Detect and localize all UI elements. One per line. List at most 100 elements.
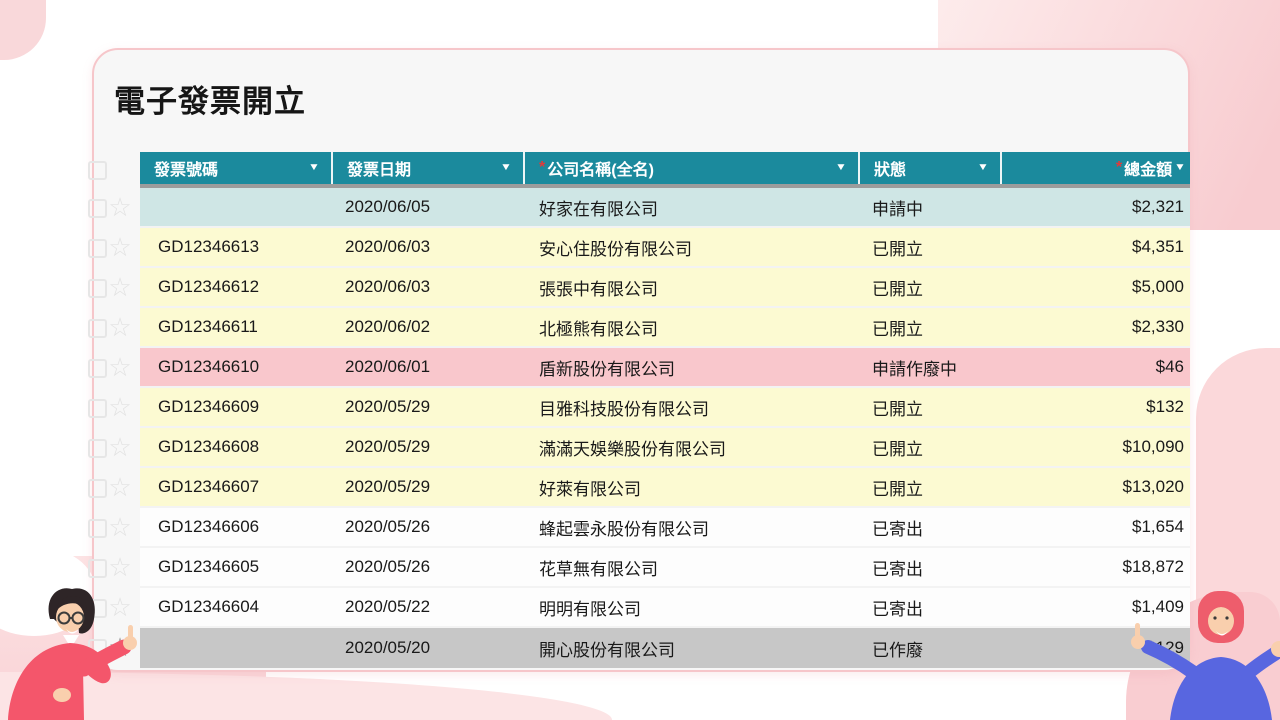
- row-checkbox[interactable]: [88, 359, 107, 378]
- cell-invoice-number: GD12346611: [158, 317, 258, 336]
- cell-company-name: 滿滿天娛樂股份有限公司: [539, 439, 726, 459]
- cell-status: 已開立: [872, 479, 923, 499]
- cell-status: 已開立: [872, 239, 923, 259]
- column-header-company-name[interactable]: * 公司名稱(全名) ▼: [525, 152, 860, 184]
- cell-total-amount: $13,020: [1122, 477, 1184, 496]
- cell-total-amount: $4,351: [1132, 237, 1184, 256]
- cell-total-amount: $1,654: [1132, 517, 1184, 536]
- table-header: 發票號碼 ▼ 發票日期 ▼ * 公司名稱(全名) ▼ 狀態 ▼ * 總金額 ▼: [140, 152, 1190, 188]
- table-row[interactable]: GD12346613 2020/06/03 安心住股份有限公司 已開立 $4,351: [140, 228, 1190, 268]
- cell-invoice-number: GD12346608: [158, 437, 260, 456]
- row-checkbox[interactable]: [88, 319, 107, 338]
- table-row[interactable]: GD12346605 2020/05/26 花草無有限公司 已寄出 $18,872: [140, 548, 1190, 588]
- column-header-invoice-date[interactable]: 發票日期 ▼: [333, 152, 525, 184]
- cell-invoice-date: 2020/06/03: [345, 277, 431, 296]
- sort-arrow-icon[interactable]: ▼: [308, 162, 320, 173]
- cell-invoice-date: 2020/05/29: [345, 437, 431, 456]
- sort-arrow-icon[interactable]: ▼: [835, 162, 847, 173]
- table-row[interactable]: GD12346612 2020/06/03 張張中有限公司 已開立 $5,000: [140, 268, 1190, 308]
- favorite-star-icon[interactable]: ☆: [108, 513, 132, 543]
- table-body: 2020/06/05 好家在有限公司 申請中 $2,321 GD12346613 2020…: [140, 188, 1190, 668]
- favorite-star-icon[interactable]: ☆: [108, 313, 132, 343]
- sort-arrow-icon[interactable]: ▼: [1174, 162, 1186, 173]
- table-row[interactable]: GD12346611 2020/06/02 北極熊有限公司 已開立 $2,330: [140, 308, 1190, 348]
- row-checkbox[interactable]: [88, 199, 107, 218]
- favorite-star-icon[interactable]: ☆: [108, 553, 132, 583]
- row-checkbox[interactable]: [88, 399, 107, 418]
- row-checkbox[interactable]: [88, 239, 107, 258]
- column-header-total-amount[interactable]: * 總金額 ▼: [1002, 152, 1190, 184]
- favorite-star-icon[interactable]: ☆: [108, 473, 132, 503]
- column-label: 狀態: [874, 162, 907, 179]
- cell-company-name: 明明有限公司: [539, 599, 641, 619]
- table-row[interactable]: 2020/05/20 開心股份有限公司 已作廢 $129: [140, 628, 1190, 668]
- cell-invoice-date: 2020/06/01: [345, 357, 431, 376]
- required-mark: *: [539, 159, 546, 176]
- cell-status: 申請中: [872, 199, 923, 219]
- cell-total-amount: $2,321: [1132, 197, 1184, 216]
- column-label: 發票日期: [347, 162, 412, 179]
- row-checkbox[interactable]: [88, 559, 107, 578]
- cell-company-name: 開心股份有限公司: [539, 640, 675, 660]
- cell-invoice-number: GD12346607: [158, 477, 260, 496]
- column-label: 發票號碼: [154, 162, 219, 179]
- table-row[interactable]: GD12346606 2020/05/26 蜂起雲永股份有限公司 已寄出 $1,654: [140, 508, 1190, 548]
- table-row[interactable]: GD12346610 2020/06/01 盾新股份有限公司 申請作廢中 $46: [140, 348, 1190, 388]
- cell-company-name: 花草無有限公司: [539, 559, 658, 579]
- cell-total-amount: $10,090: [1122, 437, 1184, 456]
- cell-status: 已開立: [872, 399, 923, 419]
- decor-blob-top-left: [0, 0, 46, 60]
- cell-status: 已作廢: [872, 640, 923, 660]
- column-label: 公司名稱(全名): [547, 162, 654, 179]
- cell-status: 已開立: [872, 279, 923, 299]
- table-row[interactable]: GD12346604 2020/05/22 明明有限公司 已寄出 $1,409: [140, 588, 1190, 628]
- cell-invoice-number: GD12346610: [158, 357, 260, 376]
- favorite-star-icon[interactable]: ☆: [108, 433, 132, 463]
- cell-invoice-number: GD12346606: [158, 517, 260, 536]
- row-checkbox[interactable]: [88, 279, 107, 298]
- favorite-star-icon[interactable]: ☆: [108, 593, 132, 623]
- sort-arrow-icon[interactable]: ▼: [500, 162, 512, 173]
- cell-status: 申請作廢中: [872, 359, 957, 379]
- table-row[interactable]: GD12346609 2020/05/29 目雅科技股份有限公司 已開立 $132: [140, 388, 1190, 428]
- favorite-star-icon[interactable]: ☆: [108, 353, 132, 383]
- sort-arrow-icon[interactable]: ▼: [977, 162, 989, 173]
- favorite-star-icon[interactable]: ☆: [108, 393, 132, 423]
- cell-invoice-date: 2020/06/02: [345, 317, 431, 336]
- cell-company-name: 安心住股份有限公司: [539, 239, 692, 259]
- cell-invoice-date: 2020/05/20: [345, 638, 431, 657]
- row-checkbox[interactable]: [88, 439, 107, 458]
- table-row[interactable]: 2020/06/05 好家在有限公司 申請中 $2,321: [140, 188, 1190, 228]
- cell-invoice-number: GD12346609: [158, 397, 260, 416]
- favorite-star-icon[interactable]: ☆: [108, 193, 132, 223]
- cell-invoice-number: GD12346612: [158, 277, 260, 296]
- table-row[interactable]: GD12346607 2020/05/29 好萊有限公司 已開立 $13,020: [140, 468, 1190, 508]
- illustration-person-right: [1131, 591, 1280, 720]
- cell-invoice-number: GD12346613: [158, 237, 260, 256]
- favorite-star-icon[interactable]: ☆: [108, 233, 132, 263]
- cell-invoice-date: 2020/05/22: [345, 597, 431, 616]
- cell-company-name: 盾新股份有限公司: [539, 359, 675, 379]
- cell-invoice-date: 2020/05/26: [345, 557, 431, 576]
- cell-status: 已寄出: [872, 559, 923, 579]
- column-header-invoice-number[interactable]: 發票號碼 ▼: [140, 152, 333, 184]
- favorite-star-icon[interactable]: ☆: [108, 273, 132, 303]
- row-checkbox[interactable]: [88, 479, 107, 498]
- cell-invoice-date: 2020/06/05: [345, 197, 431, 216]
- cell-company-name: 蜂起雲永股份有限公司: [539, 519, 709, 539]
- cell-status: 已開立: [872, 439, 923, 459]
- table-row[interactable]: GD12346608 2020/05/29 滿滿天娛樂股份有限公司 已開立 $10,09…: [140, 428, 1190, 468]
- select-all-checkbox[interactable]: [88, 161, 107, 180]
- cell-total-amount: $2,330: [1132, 317, 1184, 336]
- illustration-person-left: [8, 588, 137, 720]
- cell-status: 已開立: [872, 319, 923, 339]
- cell-invoice-date: 2020/06/03: [345, 237, 431, 256]
- cell-status: 已寄出: [872, 599, 923, 619]
- cell-total-amount: $18,872: [1122, 557, 1184, 576]
- column-label: 總金額: [1124, 162, 1173, 179]
- cell-invoice-number: GD12346604: [158, 597, 260, 616]
- invoice-table: 發票號碼 ▼ 發票日期 ▼ * 公司名稱(全名) ▼ 狀態 ▼ * 總金額 ▼ 2020/06/05 好…: [140, 152, 1190, 668]
- column-header-status[interactable]: 狀態 ▼: [860, 152, 1002, 184]
- row-checkbox[interactable]: [88, 519, 107, 538]
